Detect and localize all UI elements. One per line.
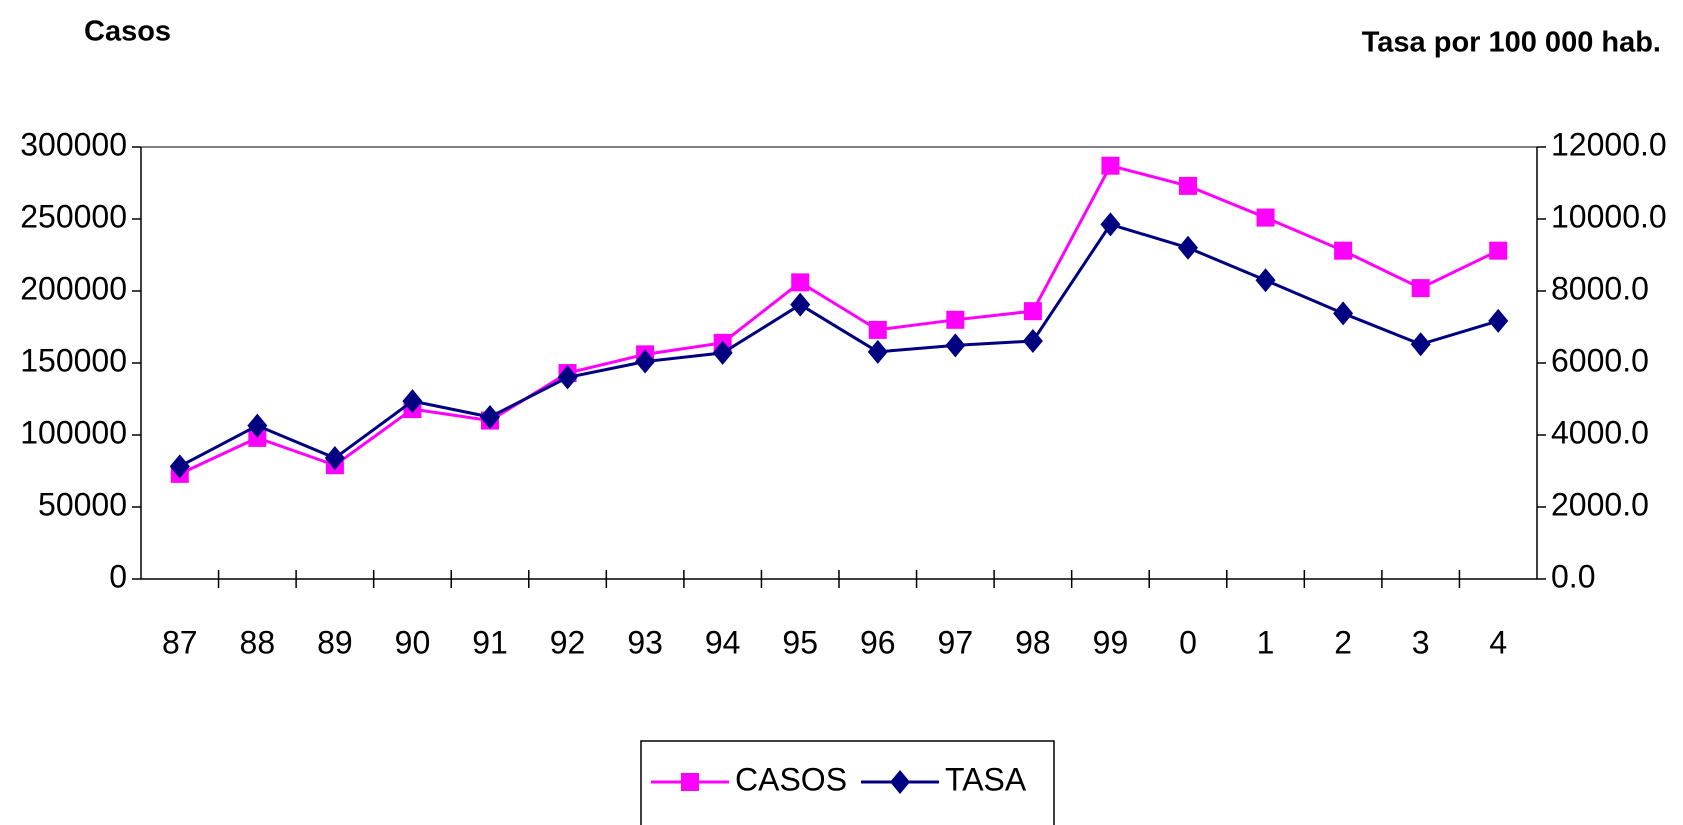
data-point [1334,241,1353,260]
data-point [1022,329,1043,354]
data-point [867,339,888,364]
data-point [480,405,500,429]
data-point [1101,156,1120,175]
data-point [1410,332,1431,357]
series-line [179,222,1499,468]
data-point [402,389,423,414]
x-tick-label: 1 [1257,624,1275,660]
x-tick-label: 92 [550,624,586,660]
data-point [635,349,656,374]
y2-axis-title: Tasa por 100 000 hab. [1362,27,1661,59]
data-point [169,454,190,479]
data-point [1488,308,1509,333]
legend-label: CASOS [735,761,847,797]
data-point [868,320,887,339]
y-tick-label: 150000 [20,342,127,378]
data-point [681,773,699,791]
data-point [890,770,911,794]
x-tick-label: 99 [1093,624,1129,660]
y-axis-title: Casos [84,16,171,48]
y2-tick-label: 8000.0 [1551,270,1649,306]
x-tick-label: 94 [705,624,741,660]
data-point [248,428,267,447]
y-tick-label: 50000 [38,486,127,522]
y2-tick-label: 4000.0 [1551,414,1649,450]
x-tick-label: 98 [1015,624,1051,660]
data-point [790,292,811,317]
x-tick-label: 0 [1179,624,1197,660]
x-tick-label: 89 [317,624,353,660]
y-tick-label: 0 [109,558,127,594]
x-tick-label: 90 [395,624,431,660]
data-point [1255,268,1276,293]
data-point [1256,208,1275,227]
data-point [247,413,268,438]
data-point [1411,279,1430,298]
x-tick-label: 3 [1412,624,1430,660]
y2-tick-label: 12000.0 [1551,126,1667,162]
y2-tick-label: 6000.0 [1551,342,1649,378]
data-point [946,310,965,329]
y-tick-label: 200000 [20,270,127,306]
x-tick-label: 96 [860,624,896,660]
data-point [324,446,345,471]
x-tick-label: 95 [782,624,818,660]
x-tick-label: 4 [1489,624,1507,660]
data-point [1333,301,1354,326]
data-point [1179,176,1197,195]
data-point [557,365,578,390]
y2-tick-label: 2000.0 [1551,486,1649,522]
y-tick-label: 250000 [20,198,127,234]
y2-tick-label: 0.0 [1551,558,1595,594]
y-tick-label: 300000 [20,126,127,162]
legend-label: TASA [945,761,1027,797]
data-point [945,333,966,358]
series-line [179,163,1499,476]
x-tick-label: 88 [240,624,276,660]
data-point [1178,235,1198,260]
x-tick-label: 91 [472,624,508,660]
data-point [791,273,810,292]
data-point [1023,302,1042,321]
data-point [1100,212,1121,237]
y-tick-label: 100000 [20,414,127,450]
y2-tick-label: 10000.0 [1551,198,1667,234]
x-tick-label: 93 [627,624,663,660]
x-tick-label: 97 [938,624,974,660]
data-point [1489,241,1508,260]
data-point [712,340,733,365]
x-tick-label: 2 [1334,624,1352,660]
x-tick-label: 87 [162,624,198,660]
